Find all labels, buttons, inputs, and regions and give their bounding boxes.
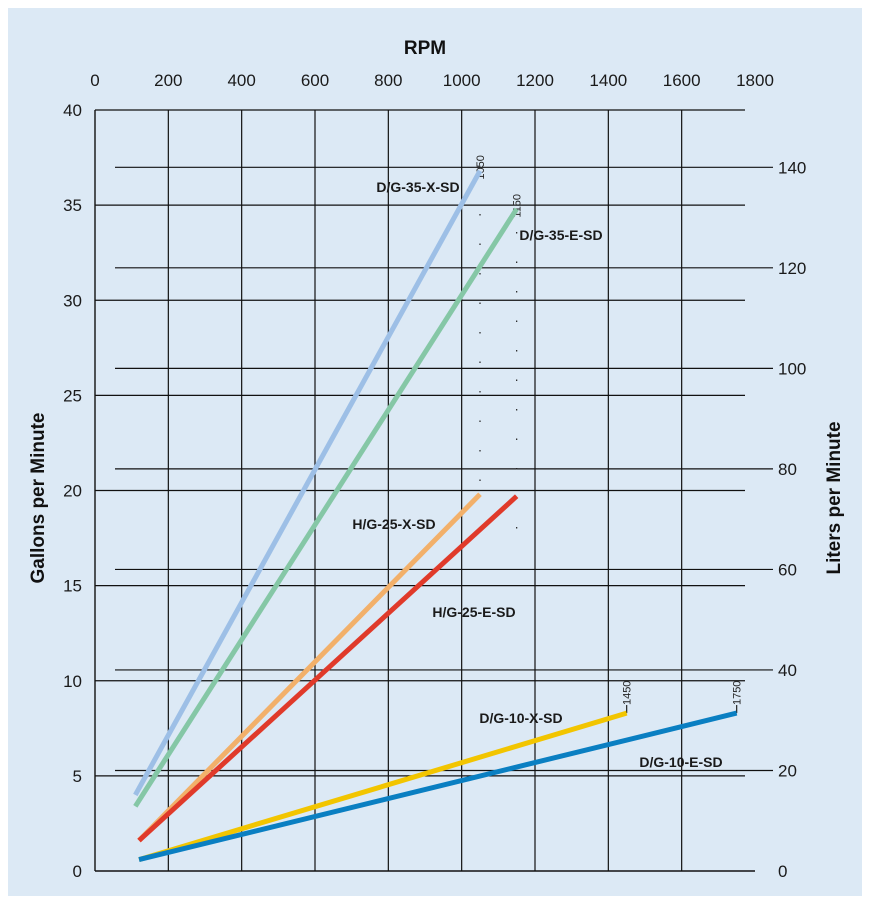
x-tick-label: 1000 (443, 71, 481, 90)
series-label-d-g-10-x-sd: D/G-10-X-SD (479, 710, 562, 726)
series-lines (133, 169, 738, 863)
x-tick-label: 800 (374, 71, 402, 90)
y-left-tick-label: 20 (63, 482, 82, 501)
y-left-tick-label: 40 (63, 101, 82, 120)
x-axis-title: RPM (404, 38, 446, 59)
series-line-d-g-10-x-sd (138, 710, 628, 862)
y-left-tick-label: 30 (63, 291, 82, 310)
y-left-axis-title: Gallons per Minute (28, 412, 49, 583)
x-tick-label: 1400 (589, 71, 627, 90)
series-line-d-g-35-x-sd (133, 169, 483, 797)
y-left-tick-label: 25 (63, 386, 82, 405)
y-left-tick-label: 5 (73, 767, 82, 786)
x-tick-label: 1600 (663, 71, 701, 90)
x-tick-label: 1200 (516, 71, 554, 90)
series-line-d-g-10-e-sd (138, 710, 738, 863)
series-label-d-g-10-e-sd: D/G-10-E-SD (639, 754, 722, 770)
y-right-axis-title: Liters per Minute (824, 421, 845, 574)
y-right-tick-label: 20 (778, 761, 797, 780)
y-left-tick-label: 15 (63, 577, 82, 596)
x-tick-label: 600 (301, 71, 329, 90)
y-left-tick-label: 0 (73, 862, 82, 881)
y-right-tick-label: 120 (778, 259, 806, 278)
max-rpm-marker-label-1750: 1750 (732, 681, 744, 705)
series-label-d-g-35-x-sd: D/G-35-X-SD (376, 179, 459, 195)
tick-labels: 0 200 400 600 800 1000 1200 1400 1600 18000510152… (63, 71, 806, 881)
series-line-h-g-25-e-sd (137, 494, 519, 843)
y-right-tick-label: 80 (778, 460, 797, 479)
y-left-tick-label: 10 (63, 672, 82, 691)
y-right-tick-label: 100 (778, 359, 806, 378)
x-tick-label: 400 (227, 71, 255, 90)
series-label-d-g-35-e-sd: D/G-35-E-SD (519, 227, 602, 243)
series-line-d-g-35-e-sd (133, 207, 519, 808)
chart-panel: 1050 1150 1450 1750 0 200 400 600 800 1000 1200 14… (8, 8, 862, 896)
y-right-tick-label: 60 (778, 560, 797, 579)
x-tick-label: 200 (154, 71, 182, 90)
x-tick-label: 1800 (736, 71, 774, 90)
series-label-h-g-25-x-sd: H/G-25-X-SD (352, 516, 435, 532)
y-right-tick-label: 140 (778, 158, 806, 177)
x-tick-label: 0 (90, 71, 99, 90)
max-rpm-marker-label-1450: 1450 (622, 681, 634, 705)
chart-background (8, 8, 862, 896)
y-right-tick-label: 40 (778, 661, 797, 680)
series-label-h-g-25-e-sd: H/G-25-E-SD (432, 604, 515, 620)
y-right-tick-label: 0 (778, 862, 787, 881)
series-line-h-g-25-x-sd (137, 492, 482, 843)
y-left-tick-label: 35 (63, 196, 82, 215)
